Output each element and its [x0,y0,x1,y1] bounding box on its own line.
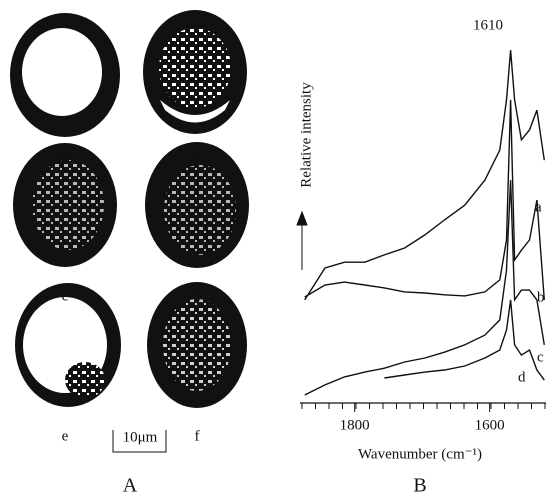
micrographs [10,10,249,408]
x-tick-label: 1600 [475,417,505,433]
image-label: a [62,148,69,164]
series-label: d [518,369,526,385]
peak-annotation: 1610 [473,17,503,33]
image-label: b [193,148,201,164]
y-arrow [296,210,308,270]
spectrum-line [304,99,545,300]
series-label: b [537,289,545,305]
spectrum-line [304,50,545,301]
series-label: a [535,199,542,215]
image-label: c [62,288,69,304]
spectrum-line [384,299,545,381]
y-axis-label: Relative intensity [298,82,314,188]
x-axis-label: Wavenumber (cm⁻¹) [358,446,482,462]
image-label: f [195,428,200,444]
image-label: e [62,428,69,444]
panel-caption: B [413,475,426,497]
spectrum-line [304,180,545,396]
panel-caption: A [123,475,138,497]
series-label: c [537,349,544,365]
image-label: d [193,288,201,304]
scale-bar [112,430,167,453]
scale-bar-label: 10μm [123,429,158,445]
x-tick-label: 1800 [340,417,370,433]
